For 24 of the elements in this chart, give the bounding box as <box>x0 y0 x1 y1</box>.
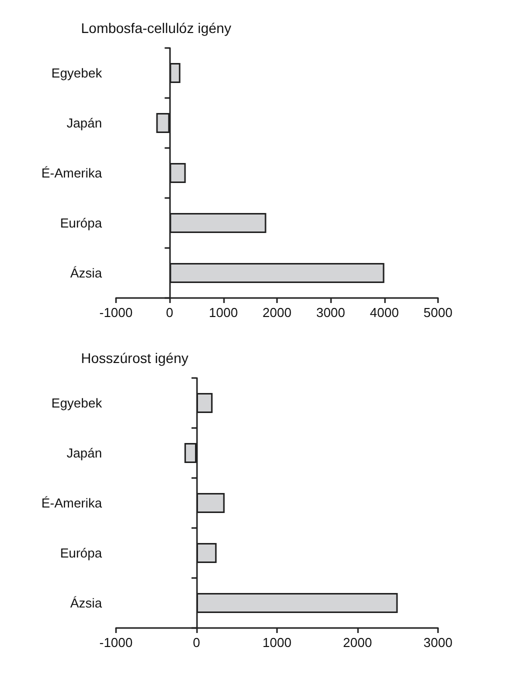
y-tick-label: Egyebek <box>51 66 102 80</box>
x-tick-label: 0 <box>192 635 200 650</box>
y-tick-label: Japán <box>66 116 102 130</box>
y-tick-label: É-Amerika <box>41 496 103 510</box>
chart-title: Lombosfa-cellulóz igény <box>81 20 232 36</box>
x-tick-label: 1000 <box>208 305 238 320</box>
x-tick-label: -1000 <box>99 635 133 650</box>
y-tick-label: Európa <box>60 216 103 230</box>
chart-title: Hosszúrost igény <box>81 350 188 366</box>
y-tick-label: Japán <box>66 446 102 460</box>
y-tick-label: Egyebek <box>51 396 102 410</box>
x-tick-label: 0 <box>166 305 174 320</box>
y-tick-label: Európa <box>60 546 103 560</box>
x-tick-label: 2000 <box>262 305 292 320</box>
x-tick-label: 5000 <box>424 305 452 320</box>
y-tick-label: É-Amerika <box>41 166 103 180</box>
x-tick-label: 3000 <box>424 635 452 650</box>
x-tick-label: -1000 <box>99 305 133 320</box>
x-tick-label: 3000 <box>316 305 346 320</box>
x-tick-label: 4000 <box>370 305 399 320</box>
y-tick-label: Ázsia <box>70 266 103 280</box>
y-tick-label: Ázsia <box>70 596 103 610</box>
x-tick-label: 2000 <box>343 635 372 650</box>
x-tick-label: 1000 <box>262 635 292 650</box>
